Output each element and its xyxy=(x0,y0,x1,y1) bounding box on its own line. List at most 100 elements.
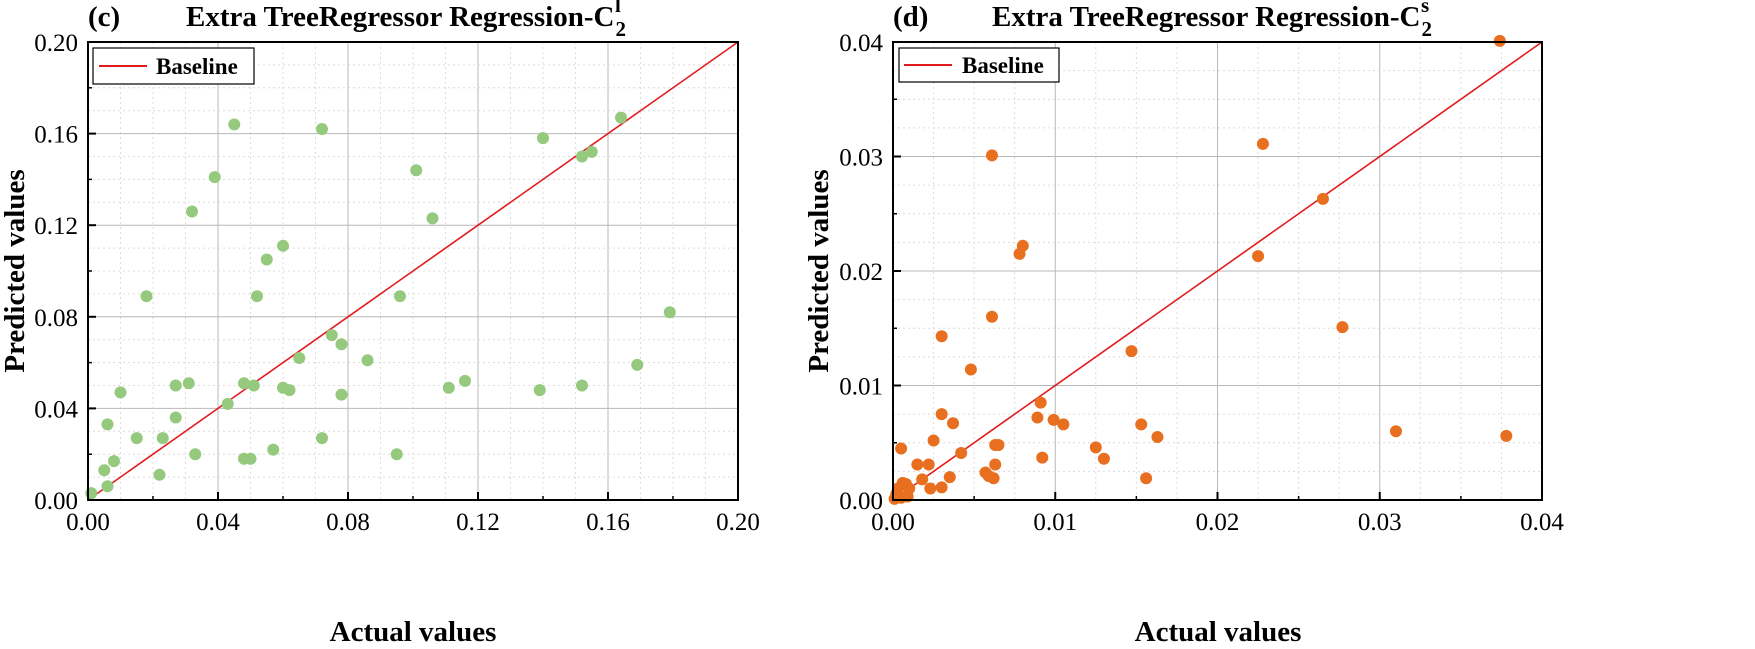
y-tick-label: 0.12 xyxy=(34,213,78,240)
data-point xyxy=(208,171,221,184)
data-point xyxy=(576,150,588,163)
data-point xyxy=(924,482,937,495)
data-point xyxy=(537,132,549,145)
panel-c-grid xyxy=(88,42,738,500)
data-point xyxy=(426,212,439,225)
data-point xyxy=(247,379,260,392)
data-point xyxy=(238,377,250,390)
panel-d: (d) Extra TreeRegressor Regression-C2s 0… xyxy=(803,0,1564,648)
data-point xyxy=(533,384,546,397)
data-point xyxy=(228,118,241,131)
x-tick-label: 0.08 xyxy=(326,509,370,536)
data-point xyxy=(361,354,374,367)
data-point xyxy=(244,452,257,465)
baseline-line xyxy=(892,41,1543,501)
data-point xyxy=(459,374,471,387)
data-point xyxy=(1057,418,1070,431)
data-point xyxy=(663,306,676,319)
data-point xyxy=(1097,452,1110,465)
x-tick-label: 0.01 xyxy=(1033,509,1077,536)
data-point xyxy=(947,417,960,430)
panel-c-label: (c) xyxy=(88,1,120,33)
panel-c-baseline xyxy=(87,41,739,501)
data-point xyxy=(1389,425,1402,438)
y-tick-label: 0.00 xyxy=(34,488,78,515)
data-point xyxy=(277,239,289,252)
data-point xyxy=(1135,418,1148,431)
data-point xyxy=(442,381,455,394)
data-point xyxy=(955,447,968,460)
panel-c-legend-label: Baseline xyxy=(156,54,238,79)
x-tick-label: 0.04 xyxy=(1520,509,1564,536)
panel-d-legend: Baseline xyxy=(898,47,1060,83)
panel-d-title-main: Extra TreeRegressor Regression-C xyxy=(992,1,1420,33)
data-point xyxy=(992,439,1005,452)
data-point xyxy=(1500,429,1513,442)
data-point xyxy=(1256,137,1269,150)
data-point xyxy=(251,290,263,303)
data-point xyxy=(108,455,120,468)
data-point xyxy=(1034,396,1047,409)
y-tick-label: 0.16 xyxy=(34,122,78,149)
panel-d-points xyxy=(888,34,1513,505)
panel-d-grid xyxy=(893,42,1542,500)
data-point xyxy=(293,352,306,365)
x-tick-label: 0.03 xyxy=(1358,509,1402,536)
data-point xyxy=(169,411,182,424)
data-point xyxy=(140,290,153,303)
panel-d-legend-label: Baseline xyxy=(962,53,1044,78)
data-point xyxy=(182,377,195,390)
data-point xyxy=(189,448,202,461)
y-tick-label: 0.04 xyxy=(34,396,78,423)
data-point xyxy=(585,145,598,158)
y-tick-label: 0.04 xyxy=(839,30,883,57)
x-tick-label: 0.04 xyxy=(196,509,240,536)
data-point xyxy=(98,464,111,477)
data-point xyxy=(267,443,280,456)
panel-c-points xyxy=(85,111,676,500)
data-point xyxy=(964,363,977,376)
data-point xyxy=(985,310,998,323)
panel-d-title: Extra TreeRegressor Regression-C2s xyxy=(992,0,1432,41)
data-point xyxy=(101,480,114,493)
data-point xyxy=(615,111,627,124)
x-tick-label: 0.16 xyxy=(586,509,630,536)
panel-c-y-label: Predicted values xyxy=(0,169,31,372)
panel-d-baseline xyxy=(892,41,1543,501)
panel-d-title-sub: 2 xyxy=(1421,17,1432,41)
data-point xyxy=(1089,441,1102,454)
y-tick-label: 0.02 xyxy=(839,259,883,286)
data-point xyxy=(1031,411,1044,424)
y-tick-label: 0.01 xyxy=(839,374,883,401)
data-point xyxy=(335,388,348,401)
data-point xyxy=(1336,321,1349,334)
data-point xyxy=(1316,192,1329,205)
data-point xyxy=(1036,451,1049,464)
data-point xyxy=(394,290,406,303)
x-tick-label: 0.12 xyxy=(456,509,500,536)
data-point xyxy=(916,473,929,486)
data-point xyxy=(1016,239,1029,252)
panel-d-ticks: 0.00 0.01 0.02 0.03 0.04 0.00 0.01 0.02 0.03 0.04 xyxy=(839,30,1564,536)
data-point xyxy=(922,458,935,471)
data-point xyxy=(895,442,908,455)
y-tick-label: 0.08 xyxy=(34,305,78,332)
panel-d-title-sup: s xyxy=(1421,0,1429,17)
data-point xyxy=(903,482,916,495)
data-point xyxy=(1047,413,1060,426)
data-point xyxy=(943,471,956,484)
data-point xyxy=(987,472,1000,485)
panel-c-title-sub: 2 xyxy=(615,17,626,41)
panel-c-legend: Baseline xyxy=(92,47,255,85)
data-point xyxy=(576,379,588,392)
data-point xyxy=(153,468,166,481)
data-point xyxy=(186,205,198,218)
data-point xyxy=(989,458,1002,471)
data-point xyxy=(316,432,328,445)
data-point xyxy=(101,418,114,431)
panel-c-plot-frame xyxy=(87,41,739,501)
data-point xyxy=(335,338,348,351)
data-point xyxy=(221,397,234,410)
x-tick-label: 0.00 xyxy=(871,509,915,536)
